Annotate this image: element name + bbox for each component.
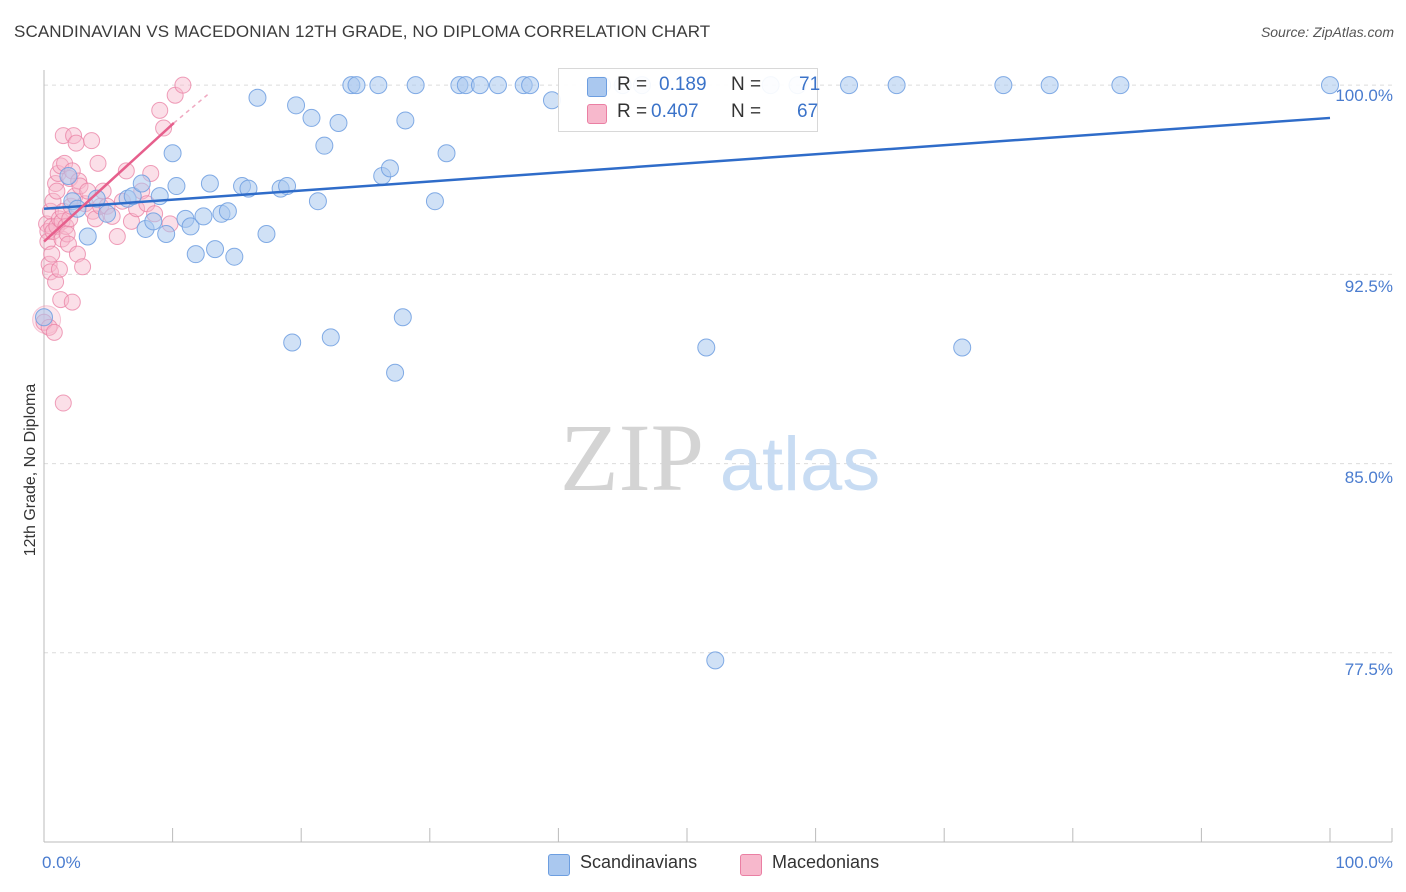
macedonian-point (51, 261, 67, 277)
r-label: R = (617, 74, 647, 96)
macedonian-point (175, 77, 191, 93)
r-label: R = (617, 101, 647, 123)
macedonian-point (55, 395, 71, 411)
scandinavian-point (99, 205, 116, 222)
scandinavian-point (69, 200, 86, 217)
scandinavian-point (330, 114, 347, 131)
n-label: N = (731, 74, 761, 96)
scandinavian-point (133, 175, 150, 192)
macedonians-swatch (740, 854, 762, 876)
scandinavian-points (36, 77, 1339, 669)
macedonian-points (33, 77, 191, 411)
macedonian-point (46, 324, 62, 340)
scandinavian-point (258, 225, 275, 242)
watermark-atlas: atlas (720, 422, 881, 507)
watermark-zip: ZIP (560, 404, 704, 511)
y-tick-label: 77.5% (1345, 660, 1393, 680)
macedonian-point (90, 155, 106, 171)
scandinavian-point (387, 364, 404, 381)
macedonian-point (84, 133, 100, 149)
scandinavian-point (309, 193, 326, 210)
scandinavian-point (284, 334, 301, 351)
macedonian-point (44, 246, 60, 262)
scandinavian-point (698, 339, 715, 356)
n-value: 71 (799, 74, 820, 96)
scandinavian-point (145, 213, 162, 230)
scandinavian-point (201, 175, 218, 192)
scandinavian-point (36, 309, 53, 326)
scandinavian-point (164, 145, 181, 162)
scandinavian-point (158, 225, 175, 242)
r-value: 0.189 (659, 74, 707, 96)
scandinavian-point (407, 77, 424, 94)
scandinavian-point (1112, 77, 1129, 94)
scandinavian-point (207, 241, 224, 258)
scandinavian-point (1041, 77, 1058, 94)
macedonians-swatch (587, 104, 607, 124)
n-label: N = (731, 101, 761, 123)
scandinavian-point (426, 193, 443, 210)
scandinavian-point (370, 77, 387, 94)
macedonian-point (109, 229, 125, 245)
macedonian-point (49, 183, 65, 199)
legend-label: Macedonians (772, 852, 879, 873)
r-value: 0.407 (651, 101, 699, 123)
scandinavian-point (381, 160, 398, 177)
macedonian-point (152, 102, 168, 118)
stats-legend: R = 0.189 N = 71 R = 0.407 N = 67 (558, 68, 818, 132)
scandinavian-point (707, 652, 724, 669)
scandinavian-point (438, 145, 455, 162)
scandinavian-point (322, 329, 339, 346)
scandinavian-point (195, 208, 212, 225)
scandinavian-point (187, 246, 204, 263)
scandinavian-point (841, 77, 858, 94)
scandinavian-point (288, 97, 305, 114)
scandinavian-point (79, 228, 96, 245)
scandinavians-swatch (548, 854, 570, 876)
watermark: ZIP atlas (560, 404, 880, 511)
scandinavian-point (168, 178, 185, 195)
scandinavian-point (249, 89, 266, 106)
scatter-plot: ZIP atlas (0, 0, 1406, 892)
y-tick-label: 100.0% (1335, 86, 1393, 106)
scandinavian-point (888, 77, 905, 94)
y-tick-label: 92.5% (1345, 277, 1393, 297)
scandinavian-point (219, 203, 236, 220)
scandinavian-point (316, 137, 333, 154)
y-tick-label: 85.0% (1345, 468, 1393, 488)
scandinavian-point (60, 167, 77, 184)
scandinavian-point (471, 77, 488, 94)
x-tick-label-min: 0.0% (42, 853, 81, 873)
scandinavian-point (303, 109, 320, 126)
macedonian-point (64, 294, 80, 310)
scandinavian-point (954, 339, 971, 356)
scandinavian-point (995, 77, 1012, 94)
n-value: 67 (797, 101, 818, 123)
legend-label: Scandinavians (580, 852, 697, 873)
x-tick-label-max: 100.0% (1335, 853, 1393, 873)
scandinavians-swatch (587, 77, 607, 97)
grid-lines (44, 85, 1392, 653)
scandinavian-point (397, 112, 414, 129)
macedonian-point (68, 135, 84, 151)
scandinavian-point (522, 77, 539, 94)
scandinavian-point (489, 77, 506, 94)
scandinavian-point (348, 77, 365, 94)
scandinavian-point (226, 248, 243, 265)
macedonian-point (75, 259, 91, 275)
scandinavian-point (394, 309, 411, 326)
